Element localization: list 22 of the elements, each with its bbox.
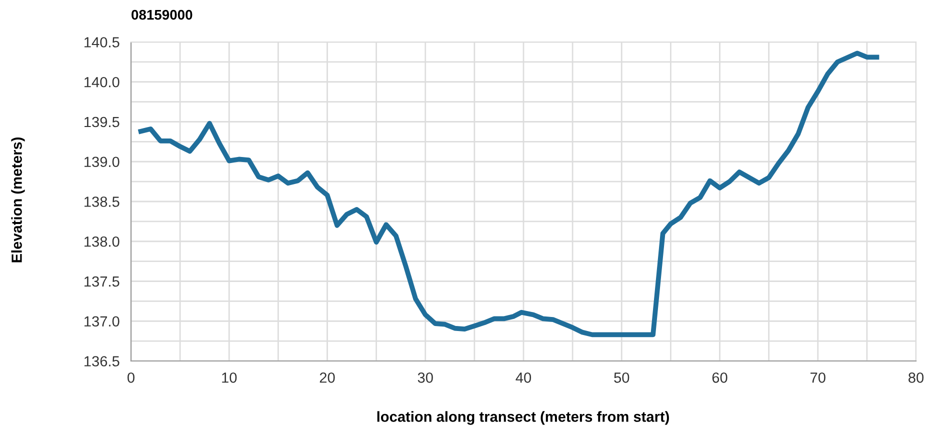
x-tick-label: 0 [128, 372, 134, 383]
x-tick-label: 80 [908, 372, 924, 383]
x-axis-title: location along transect (meters from start) [377, 411, 669, 425]
y-axis-title: Elevation (meters) [11, 138, 25, 262]
x-tick-label: 30 [418, 372, 433, 383]
y-tick-label: 138.5 [84, 196, 120, 207]
y-tick-label: 140.5 [84, 37, 120, 48]
x-tick-label: 20 [320, 372, 335, 383]
x-tick-label: 10 [222, 372, 237, 383]
y-tick-label: 140.0 [84, 76, 120, 88]
y-tick-label: 136.5 [84, 356, 120, 366]
y-tick-label: 139.5 [84, 116, 120, 128]
chart-title: 08159000 [132, 10, 192, 20]
x-tick-label: 60 [712, 372, 728, 383]
x-tick-label: 40 [516, 372, 532, 383]
y-tick-label: 137.5 [84, 276, 120, 287]
x-tick-label: 70 [810, 372, 826, 383]
line-series [138, 50, 880, 338]
y-tick-label: 138.0 [84, 236, 120, 247]
y-tick-label: 137.0 [84, 316, 120, 327]
x-tick-label: 50 [614, 372, 630, 383]
y-tick-label: 139.0 [84, 156, 120, 168]
